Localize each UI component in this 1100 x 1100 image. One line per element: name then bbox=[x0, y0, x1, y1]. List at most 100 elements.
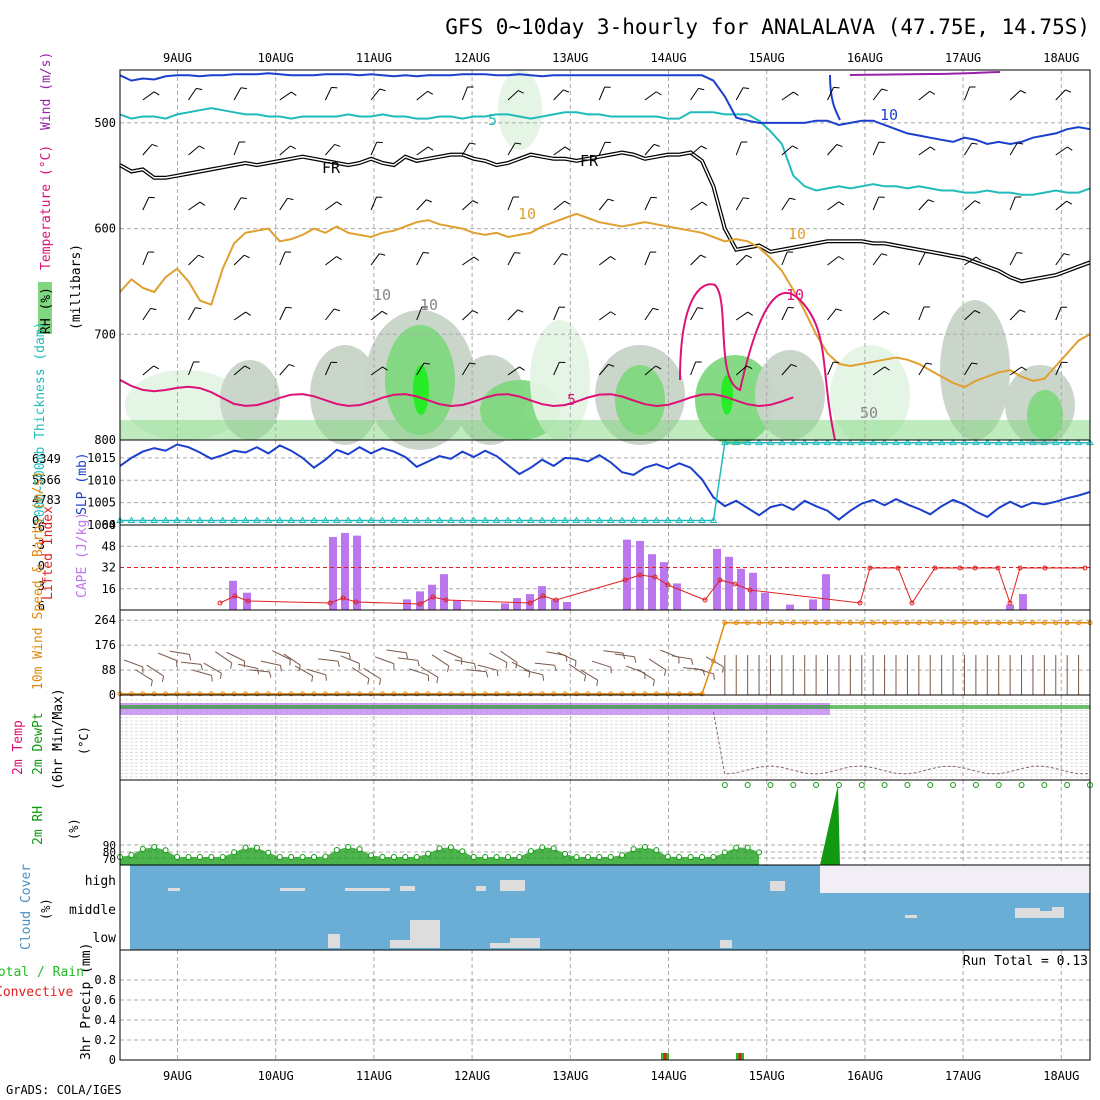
rh-marker bbox=[596, 854, 603, 860]
upper-wind-barb bbox=[872, 88, 883, 101]
surface-wind-barb bbox=[283, 653, 301, 666]
rh-shaded-area bbox=[755, 350, 825, 440]
surface-wind-barb bbox=[238, 663, 258, 669]
upper-wind-barb bbox=[884, 366, 890, 371]
thickness-marker bbox=[1006, 438, 1015, 446]
slp-tick-label: 1005 bbox=[87, 496, 116, 510]
rh-marker bbox=[379, 854, 386, 860]
wind-tick-label: 176 bbox=[94, 638, 116, 652]
wind-speed-marker bbox=[961, 620, 967, 626]
rh-marker bbox=[436, 845, 443, 852]
upper-wind-barb bbox=[1017, 142, 1024, 145]
lifted-index-marker bbox=[932, 565, 938, 571]
wind-speed-marker bbox=[379, 691, 385, 697]
surface-wind-barb bbox=[374, 656, 395, 665]
rh-marker bbox=[505, 854, 511, 860]
ylabel-slp: SLP (mb) bbox=[75, 452, 90, 515]
lifted-index-marker bbox=[637, 572, 643, 578]
upper-wind-barb bbox=[827, 308, 837, 321]
rh-shaded-area bbox=[615, 365, 665, 435]
upper-wind-barb bbox=[325, 201, 338, 211]
upper-wind-barb bbox=[416, 252, 424, 266]
surface-wind-barb bbox=[348, 653, 351, 660]
ylabel-wind: Wind (m/s) bbox=[39, 52, 54, 130]
lifted-index-marker bbox=[430, 594, 436, 600]
rh-marker bbox=[995, 782, 1002, 788]
ylabel-cloud: Cloud Cover bbox=[19, 864, 34, 950]
upper-wind-barb bbox=[872, 196, 880, 211]
cape-bar bbox=[1019, 594, 1027, 610]
upper-wind-barb bbox=[781, 307, 789, 321]
wind-speed-marker bbox=[459, 691, 465, 697]
upper-wind-barb bbox=[150, 307, 157, 311]
thickness-marker bbox=[435, 516, 444, 524]
surface-wind-barb bbox=[671, 655, 692, 660]
cape-bar bbox=[341, 532, 349, 610]
surface-wind-barb bbox=[226, 651, 245, 662]
thickness-marker bbox=[1063, 438, 1072, 446]
cape-bar bbox=[440, 574, 448, 610]
upper-wind-barb bbox=[462, 310, 474, 321]
upper-wind-barb bbox=[279, 251, 286, 266]
thickness-marker bbox=[914, 438, 923, 446]
rh-marker bbox=[413, 854, 420, 860]
precip-convective-bar bbox=[663, 1053, 667, 1060]
cape-bar bbox=[501, 603, 509, 610]
bottom-date-label: 15AUG bbox=[749, 1069, 785, 1083]
cloud-bar bbox=[1052, 907, 1064, 918]
cape-bar bbox=[660, 562, 668, 610]
upper-wind-barb bbox=[971, 142, 978, 145]
rh-marker bbox=[573, 854, 580, 860]
upper-wind-barb bbox=[928, 199, 935, 203]
pressure-tick-label: 500 bbox=[94, 116, 116, 130]
thickness-marker bbox=[298, 516, 307, 524]
thickness-marker bbox=[447, 516, 455, 524]
lifted-index-marker bbox=[1042, 565, 1048, 571]
upper-wind-barb bbox=[918, 306, 925, 321]
upper-wind-barb bbox=[427, 90, 434, 95]
upper-wind-barb bbox=[781, 91, 794, 101]
rh-marker bbox=[881, 782, 888, 788]
wind-speed-marker bbox=[688, 691, 694, 697]
chart-title: GFS 0~10day 3-hourly for ANALALAVA (47.7… bbox=[445, 15, 1090, 39]
thickness-marker bbox=[857, 438, 866, 446]
upper-wind-barb bbox=[325, 144, 335, 156]
thickness-marker bbox=[538, 516, 547, 524]
surface-wind-barb bbox=[474, 663, 477, 670]
upper-wind-barb bbox=[1066, 200, 1073, 205]
upper-wind-barb bbox=[881, 253, 888, 256]
run-total-label: Run Total = 0.13 bbox=[963, 954, 1088, 969]
thickness-marker bbox=[971, 438, 980, 446]
isotherm-5c-line bbox=[119, 107, 1091, 196]
upper-wind-barb bbox=[325, 256, 337, 266]
surface-wind-barb bbox=[500, 650, 518, 663]
upper-wind-barb bbox=[836, 308, 843, 312]
wind-speed-marker bbox=[973, 620, 979, 626]
upper-wind-barb bbox=[598, 198, 609, 211]
wind-speed-marker bbox=[311, 691, 317, 697]
rh-marker bbox=[927, 782, 934, 788]
upper-wind-barb bbox=[792, 145, 799, 150]
thickness-tick-label: 5566 bbox=[32, 473, 61, 487]
thickness-tick-label: 4783 bbox=[32, 493, 61, 507]
cape-bar bbox=[353, 535, 361, 610]
upper-wind-barb bbox=[142, 365, 154, 376]
lifted-index-marker bbox=[232, 593, 238, 599]
surface-wind-barb bbox=[511, 661, 530, 672]
upper-wind-barb bbox=[563, 89, 570, 93]
thickness-marker bbox=[960, 438, 969, 446]
wind-speed-marker bbox=[220, 691, 226, 697]
rh-shaded-area bbox=[498, 70, 542, 150]
rh-marker bbox=[425, 850, 432, 857]
contour-label: 10 bbox=[420, 296, 438, 314]
upper-wind-barb bbox=[153, 365, 160, 370]
upper-wind-barb bbox=[462, 256, 475, 266]
lifted-index-marker bbox=[327, 600, 333, 606]
lifted-index-marker bbox=[1017, 565, 1023, 571]
rh-marker bbox=[813, 782, 820, 788]
upper-wind-barb bbox=[188, 254, 199, 266]
wind-tick-label: 0 bbox=[109, 688, 116, 702]
wind-speed-marker bbox=[402, 691, 408, 697]
upper-wind-barb bbox=[288, 363, 295, 367]
cape-bar bbox=[648, 554, 656, 610]
